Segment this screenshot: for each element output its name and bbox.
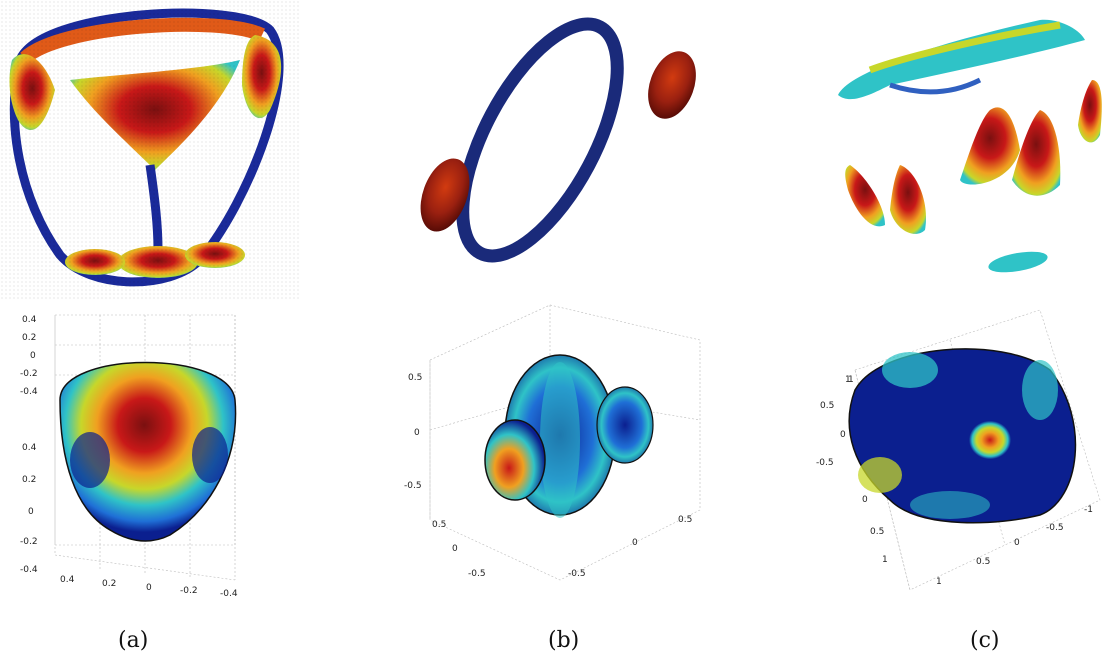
tick-label: 0 [30, 351, 36, 361]
tick-label: 0 [414, 428, 420, 438]
panel-b-top-surface [410, 0, 710, 290]
axis-c-z-top: 1 [848, 375, 854, 385]
tick-label: 0 [28, 507, 34, 517]
tick-label: 0.5 [976, 557, 990, 567]
axis-b-y-left: 0.5 0 -0.5 [432, 520, 486, 579]
tick-label: -0.5 [816, 458, 834, 468]
cone-c-2 [1012, 110, 1061, 196]
tick-label: 1 [845, 375, 851, 385]
tick-label: 0 [1014, 538, 1020, 548]
tick-label: -0.5 [1046, 523, 1064, 533]
tick-label: -0.4 [220, 589, 238, 599]
ring-b [456, 17, 624, 263]
tick-label: -0.4 [20, 387, 38, 397]
surface-a [59, 361, 237, 542]
axis-a-x-bottom: 0.4 0.2 0 -0.2 -0.4 [60, 575, 238, 599]
cone-c-4 [845, 165, 885, 227]
tick-label: -0.4 [20, 565, 38, 575]
tick-label: -0.5 [404, 481, 422, 491]
cone-c-1 [960, 107, 1020, 185]
caption-a: (a) [118, 628, 149, 653]
axis-b-z-left: 0.5 0 -0.5 [404, 373, 422, 491]
caption-b: (b) [548, 628, 580, 653]
tick-label: 0 [632, 538, 638, 548]
surface-b-lobe-left [484, 419, 546, 501]
tick-label: -0.5 [568, 569, 586, 579]
tick-label: 0.5 [432, 520, 446, 530]
tick-label: 1 [882, 555, 888, 565]
cone-c-5 [890, 165, 926, 234]
tick-label: 0 [840, 430, 846, 440]
panel-c-bottom-plot: 1 1 0.5 0 -0.5 0 0.5 1 1 0.5 0 -0.5 -1 [800, 300, 1114, 600]
tick-label: 0.5 [820, 401, 834, 411]
tick-label: 0 [862, 495, 868, 505]
tick-label: -1 [1084, 505, 1093, 515]
tick-label: 0.5 [678, 515, 692, 525]
tick-label: 0.2 [102, 579, 116, 589]
panel-c-top-surface [830, 0, 1114, 290]
tick-label: 0.2 [22, 333, 36, 343]
caption-c: (c) [970, 628, 1000, 653]
axis-c-z-left: 1 0.5 0 -0.5 [816, 375, 851, 468]
axis-a-z-upper: 0.4 0.2 0 -0.2 -0.4 [20, 315, 38, 397]
tick-label: 0 [452, 544, 458, 554]
disc-b-left [420, 158, 470, 232]
panel-b-bottom-plot: 0.5 0 -0.5 0.5 0 -0.5 -0.5 0 0.5 [400, 300, 720, 590]
tick-label: 0.4 [60, 575, 75, 585]
tick-label: 0.2 [22, 475, 36, 485]
tick-label: 1 [848, 375, 854, 385]
axis-a-y-left: 0.4 0.2 0 -0.2 -0.4 [20, 443, 38, 575]
axis-c-y-left: 0 0.5 1 [862, 495, 888, 565]
panel-a-bottom-plot: 0.4 0.2 0 -0.2 -0.4 0.4 0.2 0 -0.2 -0.4 … [20, 310, 280, 600]
cone-c-3 [1078, 80, 1102, 143]
tick-label: 0.4 [22, 315, 37, 325]
tick-label: -0.2 [180, 586, 198, 596]
tick-label: 0.5 [870, 527, 884, 537]
blob-c [988, 251, 1048, 273]
disc-b-right [648, 51, 696, 119]
tick-label: -0.2 [20, 537, 38, 547]
tick-label: 0.4 [22, 443, 37, 453]
axis-c-x-bottom: 1 0.5 0 -0.5 -1 [936, 505, 1093, 587]
tick-label: 1 [936, 577, 942, 587]
tick-label: 0.5 [408, 373, 422, 383]
tick-label: -0.5 [468, 569, 486, 579]
surface-b-lobe-right [596, 386, 654, 464]
tick-label: 0 [146, 583, 152, 593]
tick-label: -0.2 [20, 369, 38, 379]
axis-b-x-bottom: -0.5 0 0.5 [568, 515, 692, 579]
panel-a-top-surface [0, 0, 300, 300]
